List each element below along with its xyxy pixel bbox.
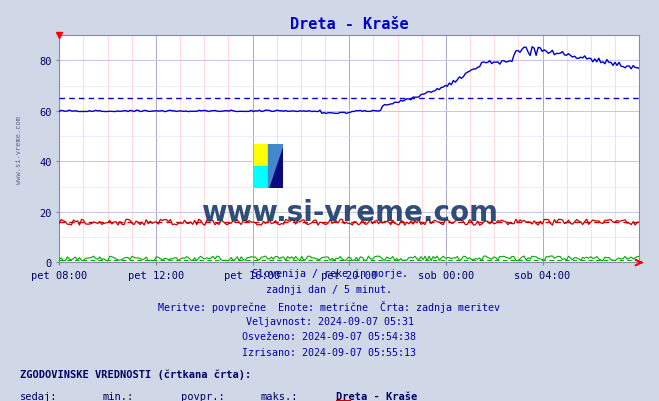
Text: zadnji dan / 5 minut.: zadnji dan / 5 minut. (266, 284, 393, 294)
Text: ZGODOVINSKE VREDNOSTI (črtkana črta):: ZGODOVINSKE VREDNOSTI (črtkana črta): (20, 368, 251, 379)
Text: Dreta - Kraše: Dreta - Kraše (336, 391, 417, 401)
Text: Osveženo: 2024-09-07 05:54:38: Osveženo: 2024-09-07 05:54:38 (243, 332, 416, 341)
Polygon shape (269, 144, 283, 188)
Text: Meritve: povprečne  Enote: metrične  Črta: zadnja meritev: Meritve: povprečne Enote: metrične Črta:… (159, 300, 500, 312)
Text: Izrisano: 2024-09-07 05:55:13: Izrisano: 2024-09-07 05:55:13 (243, 347, 416, 357)
Text: Slovenija / reke in morje.: Slovenija / reke in morje. (252, 269, 407, 279)
FancyBboxPatch shape (336, 400, 351, 401)
Text: min.:: min.: (102, 391, 133, 401)
Title: Dreta - Kraše: Dreta - Kraše (290, 17, 409, 32)
Text: sedaj:: sedaj: (20, 391, 57, 401)
Text: povpr.:: povpr.: (181, 391, 225, 401)
Text: Veljavnost: 2024-09-07 05:31: Veljavnost: 2024-09-07 05:31 (246, 316, 413, 326)
Bar (254, 166, 269, 188)
Text: www.si-vreme.com: www.si-vreme.com (201, 199, 498, 227)
Text: www.si-vreme.com: www.si-vreme.com (16, 115, 22, 183)
Text: maks.:: maks.: (260, 391, 298, 401)
Bar (254, 144, 269, 166)
Bar (269, 144, 283, 188)
